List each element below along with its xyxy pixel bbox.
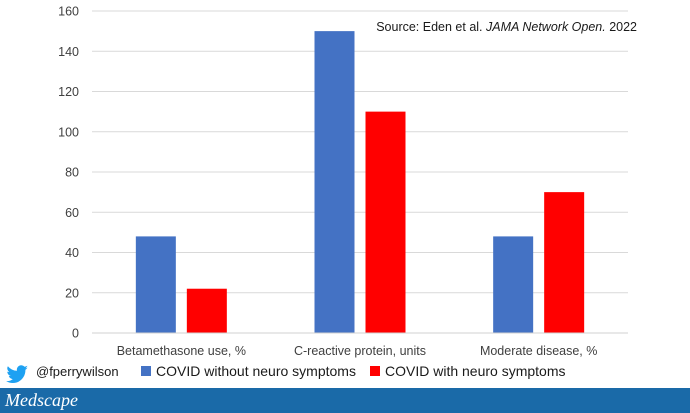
category-label: Moderate disease, % (480, 344, 597, 358)
legend-swatch (370, 366, 380, 376)
y-tick-label: 40 (65, 246, 79, 260)
y-tick-label: 160 (58, 5, 79, 19)
y-tick-label: 100 (58, 125, 79, 139)
legend-label: COVID without neuro symptoms (156, 363, 356, 379)
y-tick-label: 140 (58, 45, 79, 59)
legend: COVID without neuro symptoms COVID with n… (141, 363, 566, 379)
bar-with-neuro-1 (365, 111, 406, 333)
gridlines (92, 10, 628, 294)
twitter-bird-icon (6, 365, 28, 383)
bars (135, 31, 585, 333)
category-label: Betamethasone use, % (117, 344, 246, 358)
category-label: C-reactive protein, units (294, 344, 426, 358)
bar-with-neuro-2 (544, 192, 585, 333)
bar-chart: 0 20 40 60 80 100 120 140 160 Betamethasone use,… (6, 5, 637, 383)
y-tick-label: 120 (58, 85, 79, 99)
y-tick-label: 20 (65, 286, 79, 300)
y-axis-tick-labels: 0 20 40 60 80 100 120 140 160 (58, 5, 79, 341)
y-tick-label: 60 (65, 206, 79, 220)
medscape-logo: Medscape (5, 390, 78, 410)
y-tick-label: 80 (65, 166, 79, 180)
bar-without-neuro-2 (493, 236, 534, 333)
bar-without-neuro-1 (314, 31, 355, 333)
bar-with-neuro-0 (186, 288, 227, 333)
bar-without-neuro-0 (135, 236, 176, 333)
footer-bar: Medscape (0, 388, 690, 413)
y-tick-label: 0 (72, 327, 79, 341)
category-labels: Betamethasone use, % C-reactive protein, … (117, 344, 598, 358)
legend-swatch (141, 366, 151, 376)
legend-label: COVID with neuro symptoms (385, 363, 566, 379)
twitter-handle: @fperrywilson (36, 364, 119, 379)
source-annotation: Source: Eden et al. JAMA Network Open. 2… (376, 20, 637, 34)
